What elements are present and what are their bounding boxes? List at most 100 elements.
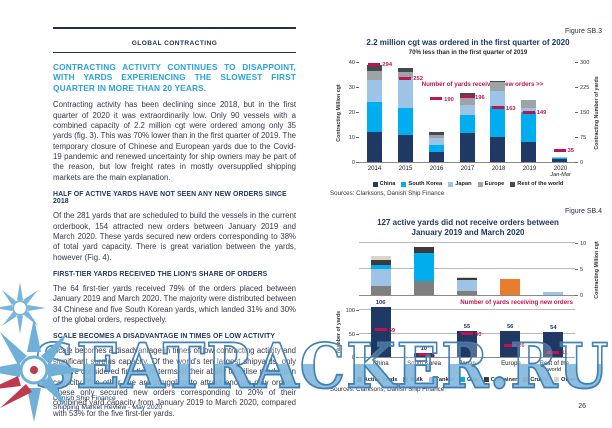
bar-segment-japan xyxy=(552,156,568,157)
legend-item: Others xyxy=(554,377,579,383)
legend-label: Others xyxy=(561,376,580,383)
section-header-label: GLOBAL CONTRACTING xyxy=(131,39,218,47)
marker-dash xyxy=(430,97,443,101)
bar-segment-tanker xyxy=(370,269,391,287)
section-heading: HALF OF ACTIVE YARDS HAVE NOT SEEN ANY N… xyxy=(53,191,287,206)
marker-dash xyxy=(399,76,412,80)
bar-segment-active-yards xyxy=(457,331,477,358)
legend-swatch-icon xyxy=(460,377,466,383)
right-tick-label: 300 xyxy=(580,60,590,66)
bar-segment-japan xyxy=(490,90,506,106)
sb4-top-left-spacer2 xyxy=(343,244,359,296)
legend-item: Container xyxy=(483,376,518,383)
left-tick-mark xyxy=(356,357,359,359)
marker-dash xyxy=(368,62,381,66)
x-label-line2: world xyxy=(547,367,562,374)
legend-swatch-icon xyxy=(477,181,483,187)
sb4-annotation: Number of yards receiving new orders xyxy=(460,299,573,307)
chart-sb4-top: 0 5 10 Contracting Million cgt xyxy=(334,241,602,300)
marker-value-label: 35 xyxy=(567,148,575,155)
right-tick-mark xyxy=(575,162,578,163)
right-tick-mark xyxy=(575,62,578,63)
bar-value-label: 106 xyxy=(375,300,386,307)
bar-segment-gas xyxy=(413,253,434,282)
right-tick-label: 10 xyxy=(580,241,587,248)
legend-label: Container xyxy=(490,376,518,383)
x-axis-category: 2019 xyxy=(514,165,545,178)
chart-sb4-title: 127 active yards did not receive orders … xyxy=(377,218,559,238)
right-tick-mark xyxy=(575,269,578,271)
right-tick-mark xyxy=(575,295,578,297)
legend-label: Cruise xyxy=(530,376,549,383)
left-tick-mark xyxy=(356,162,359,163)
marker-value-label: 149 xyxy=(536,110,547,117)
marker-value-label: 26 xyxy=(518,343,525,350)
x-label-line: 2016 xyxy=(429,165,444,172)
legend-swatch-icon xyxy=(554,377,560,383)
right-tick-label: 5 xyxy=(580,267,584,274)
x-label-line: 2018 xyxy=(491,165,506,172)
left-tick-mark xyxy=(356,137,359,138)
paragraph: Of the 281 yards that are scheduled to b… xyxy=(53,211,296,262)
x-axis-category: 2020 Jan-Mar xyxy=(545,165,576,178)
bar-value-label: 10 xyxy=(420,345,428,352)
left-tick-label: 10 xyxy=(348,135,355,141)
bar-segment-bulk xyxy=(413,281,434,296)
bar-segment-south-korea xyxy=(552,157,568,159)
sb4-top-plot-area xyxy=(359,242,575,297)
sb4-bottom-left-ticks: 0 50 100 xyxy=(343,306,359,362)
marker-value-label: 190 xyxy=(444,96,454,103)
legend-swatch-icon xyxy=(483,377,489,383)
marker-dash xyxy=(491,106,504,110)
x-label-line: 2015 xyxy=(398,165,413,172)
x-label-line2: Jan-Mar xyxy=(550,172,571,178)
legend-swatch-icon xyxy=(448,181,454,187)
x-axis-category: 2016 xyxy=(421,165,452,178)
bar-segment-europe xyxy=(521,99,537,109)
legend-item: South Korea xyxy=(401,181,442,187)
bar-segment-south-korea xyxy=(521,112,537,142)
sb3-x-axis-labels: 2014 2015 2016 2017 2018 2019 2020 Jan-Mar xyxy=(334,165,602,178)
figure-sb4-label: Figure SB.4 xyxy=(565,208,602,216)
x-axis-category: Japan xyxy=(446,360,489,373)
bar-segment-south-korea xyxy=(459,114,475,134)
lead-heading: CONTRACTING ACTIVITY CONTINUES TO DISAPP… xyxy=(53,61,296,94)
bar-segment-china xyxy=(397,134,413,162)
legend-label: Active yards xyxy=(363,376,398,383)
paragraph: Scale becomes a disadvantage in times of… xyxy=(53,346,296,418)
bar-segment-south-korea xyxy=(366,102,382,132)
legend-swatch-icon xyxy=(372,181,378,187)
marker-dash xyxy=(374,328,387,332)
marker-value-label: 50 xyxy=(475,331,482,338)
right-tick-mark xyxy=(575,112,578,113)
bar-value-label: 55 xyxy=(463,324,471,331)
left-tick-mark xyxy=(356,333,359,335)
right-tick-label: 150 xyxy=(580,110,590,116)
right-tick-label: 0 xyxy=(580,293,584,300)
marker-value-label: 294 xyxy=(382,62,393,68)
marker-value-label: 196 xyxy=(475,94,485,101)
legend-swatch-icon xyxy=(523,377,529,383)
paragraph: The 64 first-tier yards received 79% of … xyxy=(53,283,296,325)
sb4-bottom-plot-area: Number of yards receiving new orders 106… xyxy=(359,299,575,359)
x-label-line: 2020 xyxy=(553,165,568,172)
left-tick-label: 40 xyxy=(348,60,355,66)
bar-segment-japan xyxy=(459,104,475,115)
x-label-line: Rest of the xyxy=(539,360,570,368)
bar-segment-south-korea xyxy=(428,144,444,152)
legend-swatch-icon xyxy=(356,377,362,383)
legend-item: Cruise xyxy=(523,377,548,383)
sb3-left-axis-label: Contracting Million cgt xyxy=(335,84,342,142)
footer-org: Danish Ship Finance xyxy=(53,395,116,402)
legend-label: Rest of the world xyxy=(517,181,564,188)
bar-segment-china xyxy=(459,133,475,162)
marker-dash xyxy=(417,353,430,357)
legend-label: Japan xyxy=(455,181,472,188)
left-tick-label: 0 xyxy=(351,355,355,362)
legend-label: Gas xyxy=(467,376,478,383)
legend-label: Europe xyxy=(484,181,505,188)
section-header-bar: GLOBAL CONTRACTING xyxy=(53,27,296,53)
bar-segment-japan xyxy=(366,79,382,102)
seatracker-sunburst-small-icon xyxy=(0,282,46,334)
